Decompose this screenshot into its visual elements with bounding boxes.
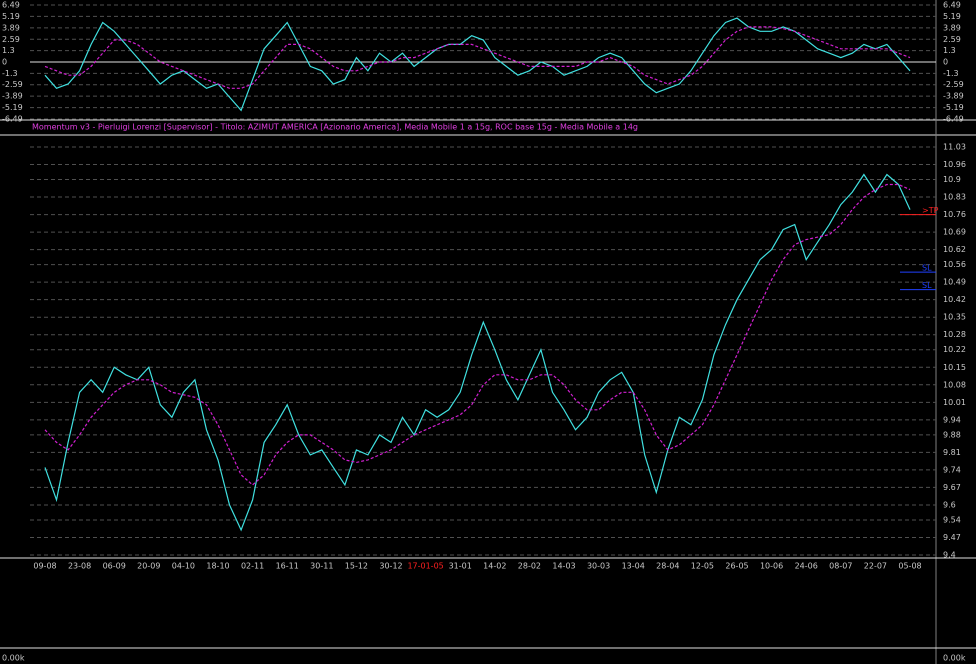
y-tick-label: 10.28 [943, 330, 966, 339]
y-tick-label: 10.96 [943, 160, 966, 169]
x-tick-label: 26-05 [725, 562, 748, 571]
y-tick-label: 5.19 [2, 12, 20, 21]
y-tick-label: -1.3 [2, 69, 18, 78]
series-line [44, 183, 911, 486]
y-tick-label: -3.89 [2, 92, 23, 101]
y-tick-label: 1.3 [943, 46, 956, 55]
x-tick-label: 09-08 [33, 562, 56, 571]
x-tick-label: 30-12 [379, 562, 402, 571]
y-tick-label: 6.49 [943, 1, 961, 10]
x-tick-label: 10-06 [760, 562, 783, 571]
y-tick-label: 9.74 [943, 465, 961, 474]
x-tick-label: 08-07 [829, 562, 852, 571]
y-tick-label: 1.3 [2, 46, 15, 55]
x-tick-label: 14-02 [483, 562, 506, 571]
y-tick-label: 9.6 [943, 500, 956, 509]
y-tick-label: 9.81 [943, 448, 961, 457]
y-tick-label: -6.49 [2, 115, 23, 124]
y-tick-label: -2.59 [2, 80, 23, 89]
y-tick-label: 0 [2, 58, 7, 67]
y-tick-label: 11.03 [943, 143, 966, 152]
y-tick-label: -5.19 [943, 103, 964, 112]
y-tick-label: 10.69 [943, 228, 966, 237]
y-tick-label: 10.76 [943, 210, 966, 219]
y-tick-label: 10.35 [943, 313, 966, 322]
x-tick-label: 06-09 [103, 562, 126, 571]
x-tick-label: 14-03 [552, 562, 575, 571]
chart-title: Momentum v3 - Pierluigi Lorenzi [Supervi… [32, 123, 638, 132]
y-tick-label: 10.49 [943, 278, 966, 287]
series-line [44, 173, 911, 532]
y-tick-label: 10.42 [943, 295, 966, 304]
x-tick-label: 04-10 [172, 562, 195, 571]
x-tick-label: 15-12 [345, 562, 368, 571]
y-tick-label: -3.89 [943, 92, 964, 101]
series-line [44, 26, 911, 89]
x-tick-label: 16-11 [276, 562, 299, 571]
x-tick-label: 23-08 [68, 562, 91, 571]
x-tick-label: 17-01-05 [407, 562, 443, 571]
y-tick-label: 10.15 [943, 363, 966, 372]
level-label: SL [922, 281, 932, 290]
y-tick-label: 9.54 [943, 515, 961, 524]
y-tick-label: 2.59 [943, 35, 961, 44]
y-tick-label: -6.49 [943, 115, 964, 124]
x-tick-label: 24-06 [795, 562, 818, 571]
x-tick-label: 20-09 [137, 562, 160, 571]
x-tick-label: 30-11 [310, 562, 333, 571]
y-tick-label: 10.01 [943, 398, 966, 407]
x-tick-label: 18-10 [206, 562, 229, 571]
x-tick-label: 30-03 [587, 562, 610, 571]
y-tick-label: 10.08 [943, 380, 966, 389]
y-tick-label: 5.19 [943, 12, 961, 21]
y-tick-label: 9.88 [943, 430, 961, 439]
volume-label: 0.00k [943, 654, 966, 663]
x-tick-label: 13-04 [622, 562, 645, 571]
y-tick-label: 10.83 [943, 193, 966, 202]
y-tick-label: 9.94 [943, 415, 961, 424]
x-tick-label: 12-05 [691, 562, 714, 571]
y-tick-label: 9.47 [943, 533, 961, 542]
volume-label: 0.00k [2, 654, 25, 663]
y-tick-label: -2.59 [943, 80, 964, 89]
y-tick-label: 10.56 [943, 260, 966, 269]
y-tick-label: -1.3 [943, 69, 959, 78]
y-tick-label: 10.22 [943, 345, 966, 354]
y-tick-label: 3.89 [2, 23, 20, 32]
x-tick-label: 05-08 [898, 562, 921, 571]
y-tick-label: -5.19 [2, 103, 23, 112]
level-label: SL [922, 264, 932, 273]
x-tick-label: 22-07 [864, 562, 887, 571]
y-tick-label: 2.59 [2, 35, 20, 44]
x-tick-label: 02-11 [241, 562, 264, 571]
y-tick-label: 6.49 [2, 1, 20, 10]
y-tick-label: 3.89 [943, 23, 961, 32]
y-tick-label: 10.62 [943, 245, 966, 254]
x-tick-label: 31-01 [449, 562, 472, 571]
x-tick-label: 28-04 [656, 562, 679, 571]
x-tick-label: 28-02 [518, 562, 541, 571]
y-tick-label: 9.4 [943, 551, 956, 560]
level-label: >TP [922, 206, 939, 215]
y-tick-label: 9.67 [943, 483, 961, 492]
y-tick-label: 10.9 [943, 175, 961, 184]
series-line [44, 17, 911, 112]
y-tick-label: 0 [943, 58, 948, 67]
